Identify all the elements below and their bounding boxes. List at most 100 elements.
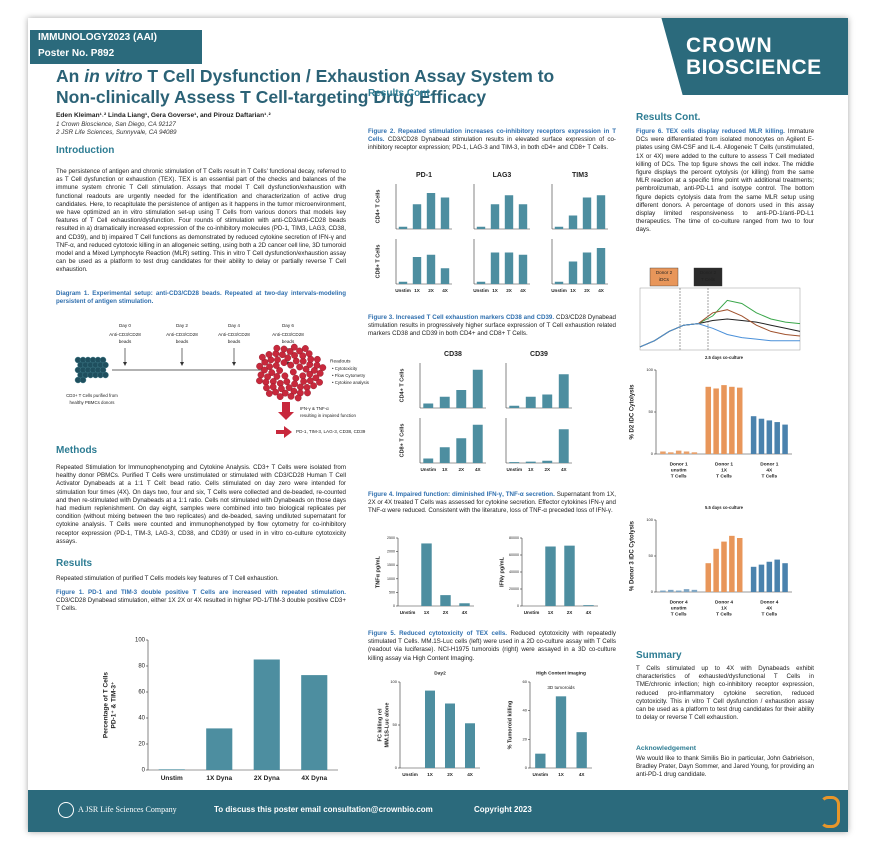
cell <box>278 385 285 393</box>
bar <box>398 281 408 284</box>
bar <box>555 696 567 768</box>
y-axis-label: PD-1⁺ & TIM-3⁺ <box>111 682 118 729</box>
cell <box>289 368 297 376</box>
bar <box>423 458 434 463</box>
y-tick-label: 80000 <box>509 536 519 540</box>
x-tick-label: 2X <box>584 288 591 293</box>
x-tick-label: 4X <box>579 772 586 777</box>
treatment: Anti-CD3/CD28 <box>218 332 250 337</box>
group-label: Donor 4 <box>670 599 688 605</box>
bar <box>439 447 450 463</box>
y-axis-label: TNFα pg/mL <box>375 555 381 588</box>
column-title: CD39 <box>530 351 548 358</box>
row-title: CD8+ T Cells <box>375 245 381 279</box>
bar <box>439 396 450 408</box>
bar <box>456 438 467 463</box>
caption-text: CD3/CD28 Dynabead stimulation results in… <box>368 314 616 338</box>
bar <box>705 386 712 454</box>
cell <box>305 350 313 358</box>
column-title: TIM3 <box>572 172 588 179</box>
cell <box>99 356 107 364</box>
source-label: healthy PBMCs donors <box>70 400 116 405</box>
bar <box>472 424 483 463</box>
day-label: Day 2 <box>176 323 188 328</box>
cell <box>313 361 321 369</box>
treatment: Anti-CD3/CD28 <box>166 332 198 337</box>
cell <box>262 378 270 386</box>
section-heading: Methods <box>56 445 98 456</box>
x-tick-label: 1X <box>528 467 535 472</box>
bar <box>525 396 536 408</box>
y-axis-label: FC killing rel <box>377 708 383 741</box>
cell <box>283 378 291 386</box>
group-label: Donor 1 <box>670 461 688 467</box>
cell <box>286 348 294 355</box>
chart-title: 2.5 days co-culture <box>705 355 744 360</box>
cell <box>256 362 264 370</box>
caption-text: Immature DCs were differentiated from is… <box>636 128 814 234</box>
x-tick-label: 2X <box>506 288 513 293</box>
bar <box>782 563 788 592</box>
y-tick-label: 500 <box>389 590 395 594</box>
diagram-caption: Diagram 1. Experimental setup: anti-CD3/… <box>56 290 346 306</box>
cell <box>256 377 263 385</box>
cell <box>300 378 308 385</box>
caption-title: Figure 3. Increased T Cell exhaustion ma… <box>368 314 555 321</box>
x-tick-label: Unstim <box>524 610 540 615</box>
cell <box>302 365 310 373</box>
bar <box>750 566 757 592</box>
y-axis-label: % Donor 3 iDC Cytolysis <box>630 520 636 591</box>
cell <box>310 382 317 390</box>
caption-title: Figure 6. TEX cells display reduced MLR … <box>636 128 785 135</box>
section-heading: Results Cont. <box>636 112 701 123</box>
ack-heading: Acknowledgement <box>636 745 697 752</box>
cell <box>99 366 107 374</box>
x-tick-label: 2X Dyna <box>254 775 280 782</box>
x-tick-label: 2X <box>458 467 465 472</box>
bar <box>518 204 528 229</box>
x-tick-label: 1X <box>558 772 565 777</box>
y-tick-label: 0 <box>651 589 654 594</box>
y-tick-label: 100 <box>390 679 397 684</box>
cell <box>268 369 276 377</box>
group-label: T Cells <box>716 473 732 479</box>
conference-box <box>30 30 202 64</box>
summary-text: T Cells stimulated up to 4X with Dynabea… <box>636 665 814 722</box>
group-label: 1X <box>721 605 728 611</box>
chart-title: Day2 <box>434 670 446 676</box>
bar <box>440 197 450 229</box>
group-label: 4X <box>766 467 773 473</box>
logo-line-2: BIOSCIENCE <box>686 56 822 79</box>
bar <box>445 703 455 768</box>
group-label: unstim <box>671 605 687 611</box>
cell <box>290 387 298 395</box>
column-title: LAG3 <box>493 172 512 179</box>
affiliation: 2 JSR Life Sciences, Sunnyvale, CA 94089 <box>56 129 177 136</box>
bar <box>660 590 666 592</box>
cell <box>281 389 289 397</box>
x-tick-label: Unstim <box>551 288 567 293</box>
y-tick-label: 0 <box>395 765 398 770</box>
x-tick-label: 4X <box>561 467 568 472</box>
bar <box>535 753 546 768</box>
cell <box>272 362 280 369</box>
bar <box>525 461 536 463</box>
caption-text: Supernatant from 1X, 2X or 4X treated T … <box>368 491 616 515</box>
x-tick-label: 4X <box>462 610 469 615</box>
figure-caption: Figure 6. TEX cells display reduced MLR … <box>636 128 814 235</box>
x-tick-label: 4X <box>586 610 593 615</box>
bar <box>554 281 564 284</box>
caption-title: Figure 5. Reduced cytotoxicity of TEX ce… <box>368 630 507 637</box>
cytokine-label: IFN-γ & TNF-α <box>300 406 329 411</box>
bar <box>440 595 451 606</box>
cell <box>299 352 307 360</box>
group-label: Donor 4 <box>760 599 778 605</box>
annotation: T Cells <box>701 277 716 282</box>
bar <box>576 732 587 768</box>
x-tick-label: Unstim <box>400 610 416 615</box>
y-tick-label: 100 <box>646 517 653 522</box>
y-axis-label: MM.1S-Luc alone <box>384 703 390 748</box>
caption-text: Reduced cytotoxicity with repeatedly sti… <box>368 630 616 662</box>
group-label: T Cells <box>671 473 687 479</box>
